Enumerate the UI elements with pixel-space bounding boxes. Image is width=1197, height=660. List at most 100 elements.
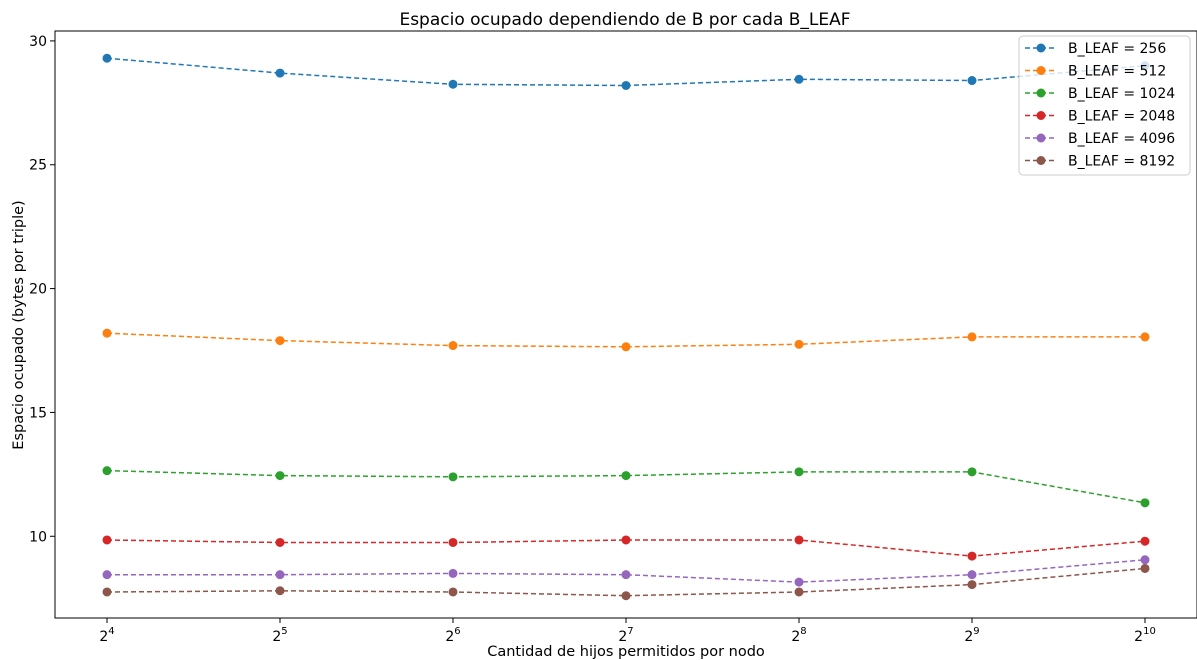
x-tick-exponent: 7 — [627, 626, 633, 637]
x-tick-exponent: 5 — [281, 626, 287, 637]
data-point — [621, 570, 631, 580]
series-layer — [102, 53, 1150, 601]
data-point — [621, 342, 631, 352]
data-point — [621, 471, 631, 481]
legend-item: B_LEAF = 4096 — [1025, 131, 1175, 147]
data-point — [621, 535, 631, 545]
legend-item: B_LEAF = 8192 — [1025, 154, 1175, 170]
series-5 — [102, 555, 1150, 587]
y-axis-label: Espacio ocupado (bytes por triple) — [11, 200, 27, 449]
x-tick-label: 29 — [964, 626, 979, 645]
x-tick-base: 2 — [791, 629, 800, 645]
x-tick-label: 28 — [791, 626, 806, 645]
x-tick-base: 2 — [99, 629, 108, 645]
legend-marker — [1036, 156, 1046, 165]
x-tick-label: 25 — [272, 626, 287, 645]
legend-label: B_LEAF = 512 — [1068, 64, 1166, 80]
legend-item: B_LEAF = 512 — [1025, 64, 1166, 80]
x-axis: 24 25 26 27 28 29 210 — [99, 618, 1156, 645]
x-axis-label: Cantidad de hijos permitidos por nodo — [487, 644, 765, 660]
y-tick-label: 25 — [29, 158, 47, 174]
legend-label: B_LEAF = 4096 — [1068, 131, 1175, 147]
x-tick-base: 2 — [1134, 629, 1143, 645]
x-tick-base: 2 — [445, 629, 454, 645]
legend-marker — [1036, 111, 1046, 120]
series-1 — [102, 53, 1150, 90]
series-6 — [102, 563, 1150, 601]
data-point — [275, 586, 285, 596]
data-point — [967, 76, 977, 86]
legend-item: B_LEAF = 1024 — [1025, 86, 1175, 102]
data-point — [102, 328, 112, 338]
y-axis: 10 15 20 25 30 — [29, 34, 55, 545]
data-point — [102, 587, 112, 597]
x-tick-label: 24 — [99, 626, 114, 645]
data-point — [794, 587, 804, 597]
data-point — [1140, 563, 1150, 573]
data-point — [967, 467, 977, 477]
legend-marker — [1036, 88, 1046, 98]
x-tick-base: 2 — [964, 629, 973, 645]
data-point — [275, 537, 285, 547]
series-4 — [102, 535, 1150, 561]
data-point — [102, 535, 112, 545]
data-point — [448, 587, 458, 597]
x-tick-exponent: 10 — [1143, 626, 1156, 637]
data-point — [1140, 332, 1150, 342]
data-point — [967, 332, 977, 342]
legend-label: B_LEAF = 256 — [1068, 41, 1166, 57]
data-point — [275, 471, 285, 481]
data-point — [448, 568, 458, 578]
y-tick-label: 30 — [29, 34, 47, 50]
data-point — [1140, 536, 1150, 546]
data-point — [448, 341, 458, 351]
x-tick-exponent: 8 — [800, 626, 806, 637]
series-2 — [102, 328, 1150, 352]
data-point — [794, 467, 804, 477]
x-tick-exponent: 9 — [973, 626, 979, 637]
data-point — [102, 570, 112, 580]
chart-title: Espacio ocupado dependiendo de B por cad… — [399, 10, 850, 30]
data-point — [794, 535, 804, 545]
data-point — [448, 472, 458, 482]
data-point — [967, 551, 977, 561]
data-point — [448, 79, 458, 89]
y-tick-label: 15 — [29, 405, 47, 421]
data-point — [448, 537, 458, 547]
data-point — [794, 577, 804, 587]
series-3 — [102, 466, 1150, 508]
x-tick-base: 2 — [272, 629, 281, 645]
legend-item: B_LEAF = 256 — [1025, 41, 1166, 57]
data-point — [621, 591, 631, 601]
y-tick-label: 20 — [29, 282, 47, 298]
data-point — [794, 339, 804, 349]
x-tick-label: 210 — [1134, 626, 1156, 645]
x-tick-label: 27 — [618, 626, 633, 645]
x-tick-label: 26 — [445, 626, 460, 645]
legend-item: B_LEAF = 2048 — [1025, 109, 1175, 125]
data-point — [1140, 498, 1150, 508]
legend-marker — [1036, 133, 1046, 143]
legend: B_LEAF = 256 B_LEAF = 512 B_LEAF = 1024 B_L… — [1018, 35, 1191, 176]
data-point — [967, 570, 977, 580]
data-point — [275, 336, 285, 346]
data-point — [275, 68, 285, 78]
x-tick-exponent: 6 — [454, 626, 460, 637]
data-point — [102, 466, 112, 476]
data-point — [275, 570, 285, 580]
legend-label: B_LEAF = 1024 — [1068, 86, 1175, 102]
y-tick-label: 10 — [29, 529, 47, 545]
x-tick-exponent: 4 — [108, 626, 114, 637]
data-point — [794, 74, 804, 84]
data-point — [621, 80, 631, 90]
data-point — [102, 53, 112, 63]
legend-box — [1018, 35, 1191, 176]
legend-marker — [1036, 66, 1046, 75]
data-point — [967, 580, 977, 590]
data-point — [1140, 555, 1150, 565]
x-tick-base: 2 — [618, 629, 627, 645]
legend-label: B_LEAF = 8192 — [1068, 154, 1175, 170]
legend-label: B_LEAF = 2048 — [1068, 109, 1175, 125]
legend-marker — [1036, 43, 1046, 53]
